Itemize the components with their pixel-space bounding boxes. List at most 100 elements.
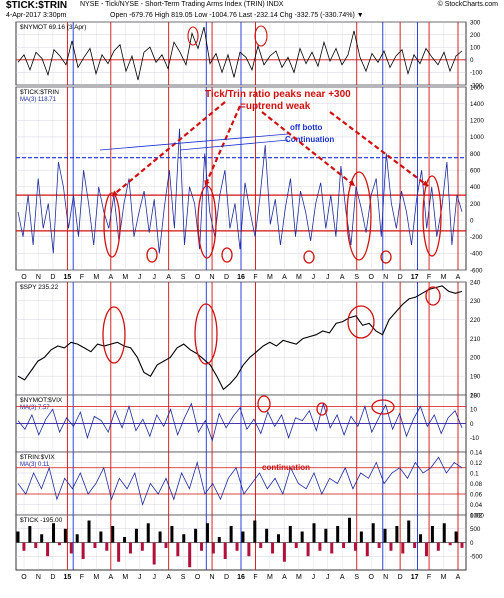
x-tick-label: N [383, 574, 388, 581]
series-line [17, 285, 463, 391]
y-tick-label: 200 [470, 201, 481, 208]
series-line [17, 456, 463, 506]
ma-label: MA(3) 118.71 [20, 97, 57, 103]
tick-bar [134, 528, 138, 543]
x-tick-label: A [456, 574, 461, 581]
x-tick-label: J [312, 574, 316, 581]
x-tick-label: O [21, 574, 27, 581]
tick-bar [342, 542, 346, 548]
panel-title: $TICK:$TRIN [20, 89, 59, 96]
x-tick-label: J [312, 274, 316, 281]
tick-bar [34, 542, 38, 548]
y-tick-label: 180 [470, 392, 481, 399]
y-tick-label: 230 [470, 298, 481, 305]
tick-bar [442, 523, 446, 543]
x-tick-label: N [36, 274, 41, 281]
tick-bar [188, 542, 192, 568]
red-arrow [111, 101, 226, 197]
tick-bar [75, 534, 79, 543]
highlight-ellipse [187, 26, 199, 46]
source-credit: © StockCharts.com [437, 1, 498, 8]
ma-label: MA(3) 0.11 [20, 462, 50, 468]
x-tick-label: D [398, 574, 403, 581]
highlight-ellipse [102, 306, 126, 364]
highlight-ellipse [103, 192, 121, 258]
highlight-ellipse [303, 250, 315, 264]
tick-bar [146, 523, 150, 543]
x-tick-label: D [398, 274, 403, 281]
x-tick-label: D [224, 574, 229, 581]
tick-bar [63, 528, 67, 543]
x-tick-label: A [340, 274, 345, 281]
tick-bar [176, 542, 180, 557]
y-tick-label: 100 [470, 45, 481, 52]
highlight-ellipse [371, 399, 395, 415]
tick-bar [371, 523, 375, 543]
x-tick-label: N [210, 274, 215, 281]
x-tick-label: M [296, 274, 302, 281]
x-tick-label: O [368, 574, 374, 581]
y-tick-label: -500 [470, 554, 483, 561]
x-tick-label: A [166, 574, 171, 581]
y-tick-label: 0.04 [470, 502, 483, 509]
tick-bar [419, 534, 423, 543]
x-tick-label: N [210, 574, 215, 581]
x-tick-label: D [50, 574, 55, 581]
x-tick-label: A [108, 574, 113, 581]
tick-bar [413, 542, 417, 548]
x-tick-label: 15 [64, 574, 72, 581]
highlight-ellipse [425, 286, 441, 306]
x-tick-label: F [253, 574, 257, 581]
y-tick-label: 240 [470, 279, 481, 286]
x-tick-label: J [138, 274, 142, 281]
x-tick-label: J [138, 574, 142, 581]
chart-date: 4-Apr-2017 3:30pm [6, 12, 67, 19]
y-tick-label: 210 [470, 336, 481, 343]
x-tick-label: S [181, 574, 186, 581]
tick-bar [105, 542, 109, 551]
x-tick-label: J [152, 574, 156, 581]
x-tick-label: A [456, 274, 461, 281]
tick-bar [99, 531, 103, 543]
x-tick-label: F [427, 274, 431, 281]
y-tick-label: 0 [470, 421, 474, 428]
x-tick-label: M [122, 574, 128, 581]
tick-bar [430, 526, 434, 543]
y-tick-label: 200 [470, 355, 481, 362]
tick-bar [318, 542, 322, 551]
tick-bar [200, 542, 204, 551]
tick-bar [40, 534, 44, 543]
x-tick-label: N [383, 274, 388, 281]
tick-bar [52, 523, 56, 543]
tick-bar [407, 520, 411, 543]
tick-bar [377, 542, 381, 548]
tick-bar [359, 531, 363, 543]
y-tick-label: 500 [470, 526, 481, 533]
highlight-ellipse [422, 175, 442, 257]
tick-bar [223, 542, 227, 559]
ma-label: MA(3) 7.57 [20, 405, 50, 411]
tick-bar [117, 542, 121, 562]
tick-bar [288, 526, 292, 543]
red-arrow [329, 111, 429, 187]
y-tick-label: 0 [470, 540, 474, 547]
tick-bar [436, 542, 440, 551]
red-arrowhead [204, 180, 210, 186]
tick-bar [271, 542, 275, 554]
blue-pointer-line [99, 133, 289, 151]
x-tick-label: J [152, 274, 156, 281]
tick-bar [389, 542, 393, 551]
x-tick-label: J [326, 274, 330, 281]
highlight-ellipse [257, 395, 271, 413]
annotation-continuation-blue: Continuation [285, 135, 334, 144]
x-tick-label: S [181, 274, 186, 281]
tick-bar [205, 523, 209, 543]
x-tick-label: D [224, 274, 229, 281]
tick-bar [152, 542, 156, 565]
tick-bar [182, 534, 186, 543]
highlight-ellipse [380, 250, 392, 264]
x-tick-label: S [354, 274, 359, 281]
annotation-note-line2: =uptrend weak [240, 101, 311, 112]
quote-line: Open -679.76 High 819.05 Low -1004.76 La… [110, 12, 364, 19]
y-tick-label: 1600 [470, 84, 484, 91]
